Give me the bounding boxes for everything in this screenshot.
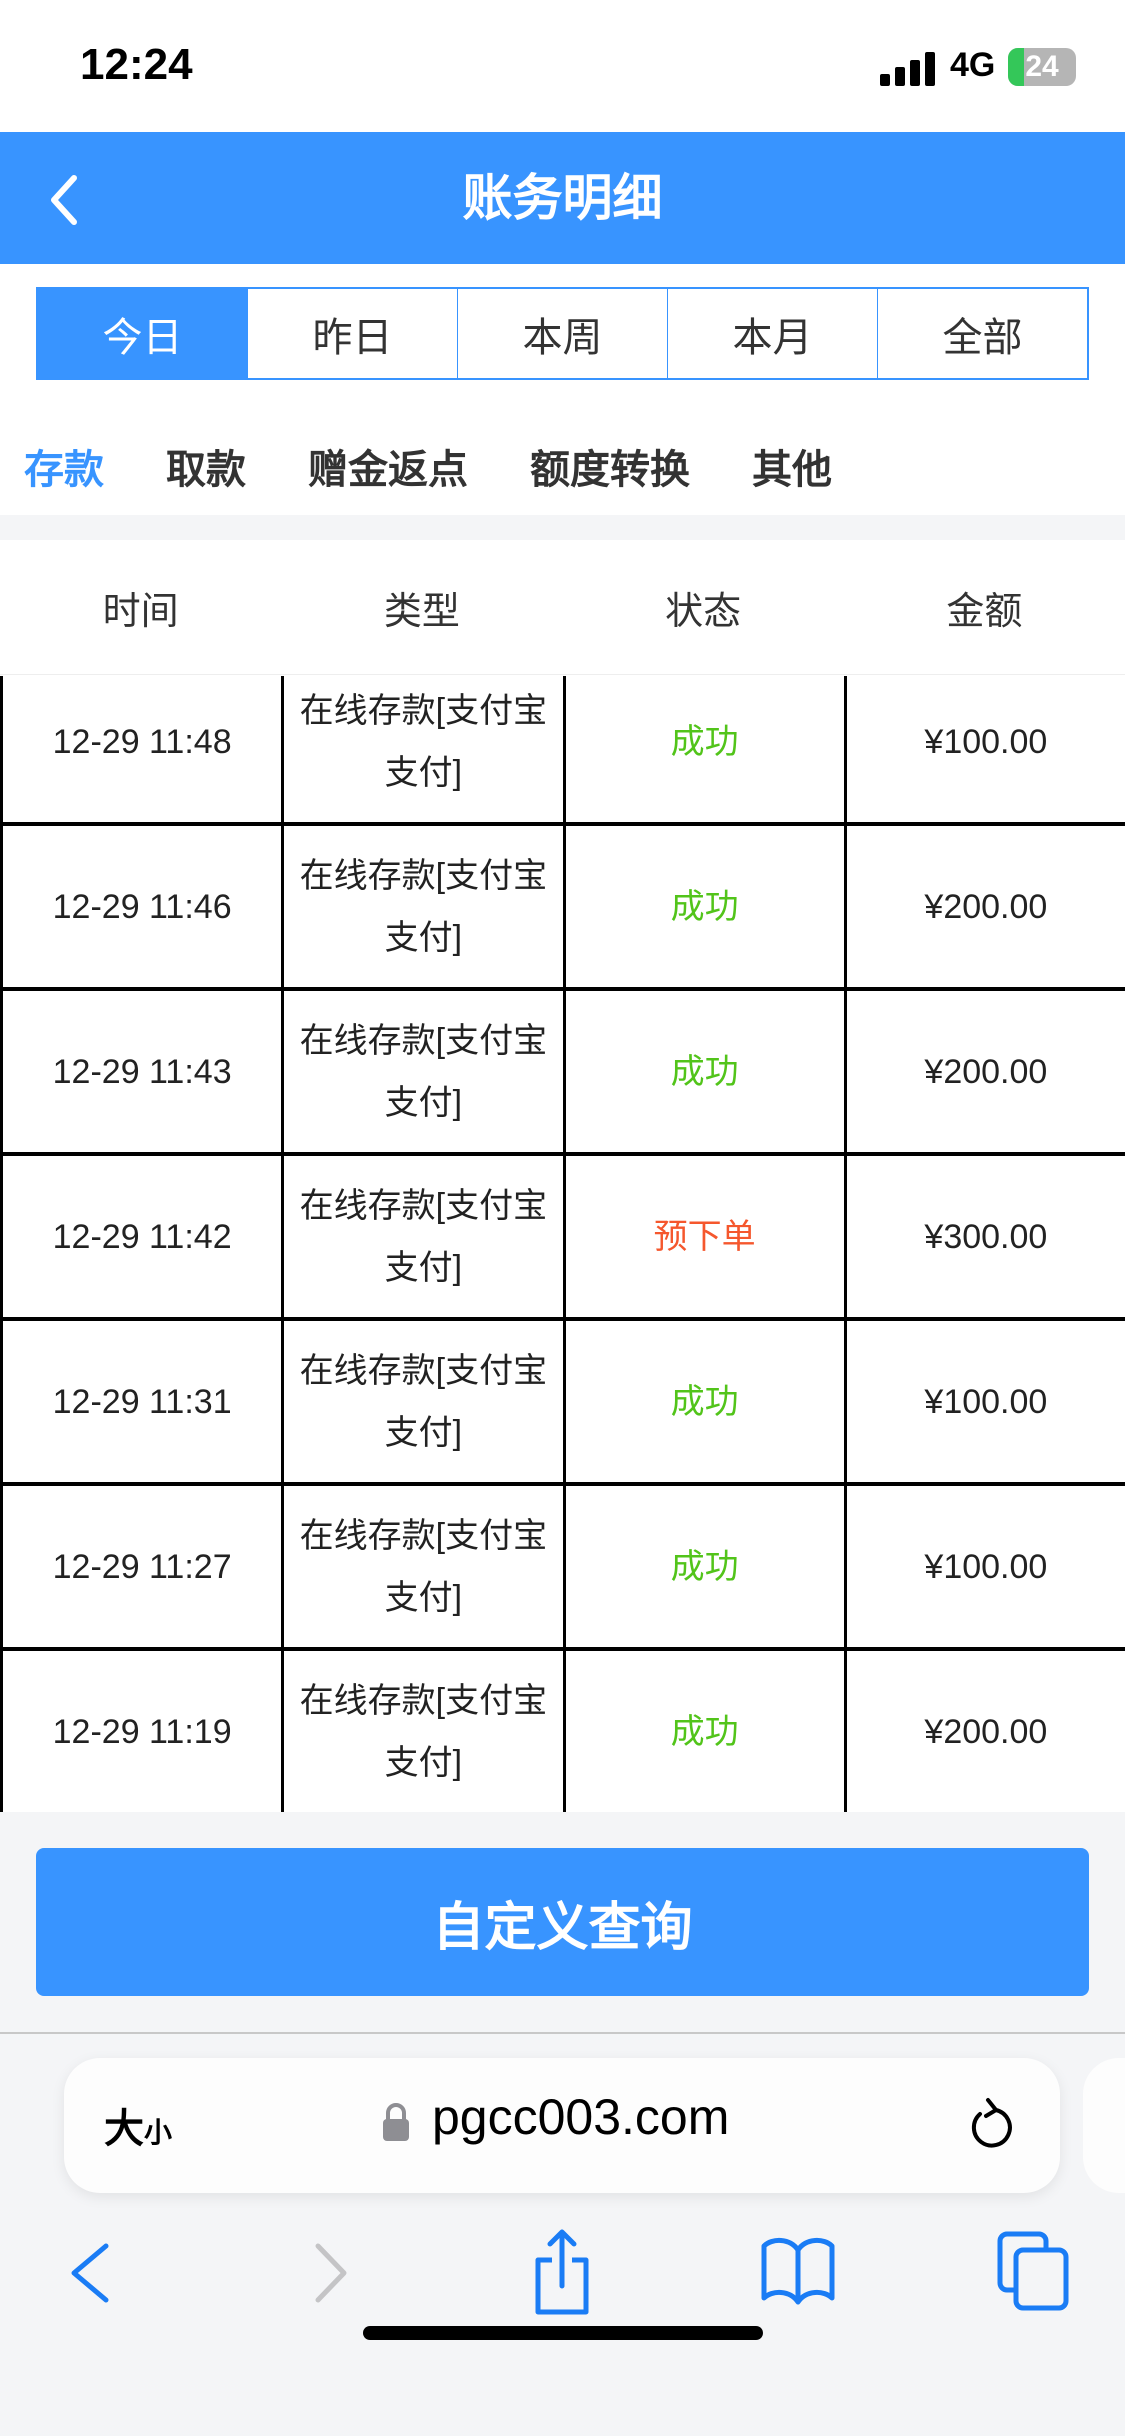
transaction-table[interactable]: 12-29 11:48 在线存款[支付宝支付] 成功 ¥100.00 12-29 11:… xyxy=(0,676,1125,1812)
status-cell: 成功 xyxy=(562,1321,844,1482)
table-row: 12-29 11:48 在线存款[支付宝支付] 成功 ¥100.00 xyxy=(0,676,1125,826)
amount-cell: ¥200.00 xyxy=(843,991,1125,1152)
address-bar[interactable]: 大小 pgcc003.com xyxy=(64,2058,1060,2193)
category-tab[interactable]: 其他 xyxy=(752,448,832,492)
divider xyxy=(0,515,1125,540)
battery-icon: 24 xyxy=(1008,48,1076,86)
status-bar: 12:24 4G 24 xyxy=(0,0,1125,132)
browser-back-icon[interactable] xyxy=(64,2238,124,2308)
browser-forward-icon[interactable] xyxy=(300,2238,360,2308)
amount-cell: ¥200.00 xyxy=(843,1651,1125,1812)
status-cell: 成功 xyxy=(562,1486,844,1647)
type-cell: 在线存款[支付宝支付] xyxy=(281,676,562,822)
signal-icon xyxy=(880,52,935,86)
text-size-small: 小 xyxy=(144,2117,173,2148)
date-tab[interactable]: 本周 xyxy=(457,289,667,378)
bookmarks-icon[interactable] xyxy=(760,2236,836,2306)
table-row: 12-29 11:19 在线存款[支付宝支付] 成功 ¥200.00 xyxy=(0,1651,1125,1812)
table-row: 12-29 11:27 在线存款[支付宝支付] 成功 ¥100.00 xyxy=(0,1486,1125,1651)
lock-icon xyxy=(383,2103,409,2141)
amount-cell: ¥100.00 xyxy=(843,1321,1125,1482)
reload-icon[interactable] xyxy=(966,2096,1016,2152)
time-cell: 12-29 11:31 xyxy=(0,1321,281,1482)
date-tab[interactable]: 今日 xyxy=(38,289,247,378)
tabs-icon[interactable] xyxy=(996,2230,1072,2314)
date-tab[interactable]: 昨日 xyxy=(247,289,457,378)
table-row: 12-29 11:31 在线存款[支付宝支付] 成功 ¥100.00 xyxy=(0,1321,1125,1486)
battery-level: 24 xyxy=(1025,50,1059,83)
column-header-type: 类型 xyxy=(383,590,460,633)
amount-cell: ¥100.00 xyxy=(843,1486,1125,1647)
column-header-time: 时间 xyxy=(102,590,179,633)
share-icon[interactable] xyxy=(530,2226,594,2316)
home-indicator xyxy=(363,2326,763,2340)
chevron-left-icon[interactable] xyxy=(44,172,94,228)
date-tab[interactable]: 全部 xyxy=(877,289,1087,378)
type-cell: 在线存款[支付宝支付] xyxy=(281,1156,562,1317)
table-row: 12-29 11:43 在线存款[支付宝支付] 成功 ¥200.00 xyxy=(0,991,1125,1156)
status-cell: 成功 xyxy=(562,826,844,987)
status-cell: 预下单 xyxy=(562,1156,844,1317)
nav-header: 账务明细 xyxy=(0,132,1125,264)
text-size-big: 大 xyxy=(104,2107,144,2151)
divider xyxy=(0,2032,1125,2034)
text-size-button[interactable]: 大小 xyxy=(104,2096,172,2154)
custom-query-button[interactable]: 自定义查询 xyxy=(36,1848,1089,1996)
category-tab[interactable]: 取款 xyxy=(166,448,246,492)
type-cell: 在线存款[支付宝支付] xyxy=(281,826,562,987)
time-cell: 12-29 11:43 xyxy=(0,991,281,1152)
category-tabs: 存款 取款 赠金返点 额度转换 其他 xyxy=(24,440,894,500)
type-cell: 在线存款[支付宝支付] xyxy=(281,1651,562,1812)
date-tab[interactable]: 本月 xyxy=(667,289,877,378)
time-cell: 12-29 11:48 xyxy=(0,676,281,822)
time-cell: 12-29 11:46 xyxy=(0,826,281,987)
category-tab[interactable]: 存款 xyxy=(24,448,104,492)
type-cell: 在线存款[支付宝支付] xyxy=(281,991,562,1152)
date-range-tabs: 今日 昨日 本周 本月 全部 xyxy=(36,287,1089,380)
page-title: 账务明细 xyxy=(462,170,663,226)
type-cell: 在线存款[支付宝支付] xyxy=(281,1321,562,1482)
time-cell: 12-29 11:42 xyxy=(0,1156,281,1317)
time-cell: 12-29 11:19 xyxy=(0,1651,281,1812)
table-row: 12-29 11:46 在线存款[支付宝支付] 成功 ¥200.00 xyxy=(0,826,1125,991)
amount-cell: ¥300.00 xyxy=(843,1156,1125,1317)
time-cell: 12-29 11:27 xyxy=(0,1486,281,1647)
category-tab[interactable]: 额度转换 xyxy=(530,448,690,492)
status-cell: 成功 xyxy=(562,1651,844,1812)
clock: 12:24 xyxy=(80,40,193,89)
status-cell: 成功 xyxy=(562,676,844,822)
next-tab-address-bar[interactable] xyxy=(1083,2058,1125,2193)
column-header-amount: 金额 xyxy=(946,590,1023,633)
category-tab[interactable]: 赠金返点 xyxy=(308,448,468,492)
type-cell: 在线存款[支付宝支付] xyxy=(281,1486,562,1647)
amount-cell: ¥200.00 xyxy=(843,826,1125,987)
amount-cell: ¥100.00 xyxy=(843,676,1125,822)
table-row: 12-29 11:42 在线存款[支付宝支付] 预下单 ¥300.00 xyxy=(0,1156,1125,1321)
table-header: 时间 类型 状态 金额 xyxy=(0,540,1125,675)
network-type: 4G xyxy=(950,46,996,84)
column-header-status: 状态 xyxy=(665,590,742,633)
status-cell: 成功 xyxy=(562,991,844,1152)
url-text[interactable]: pgcc003.com xyxy=(432,2089,730,2145)
